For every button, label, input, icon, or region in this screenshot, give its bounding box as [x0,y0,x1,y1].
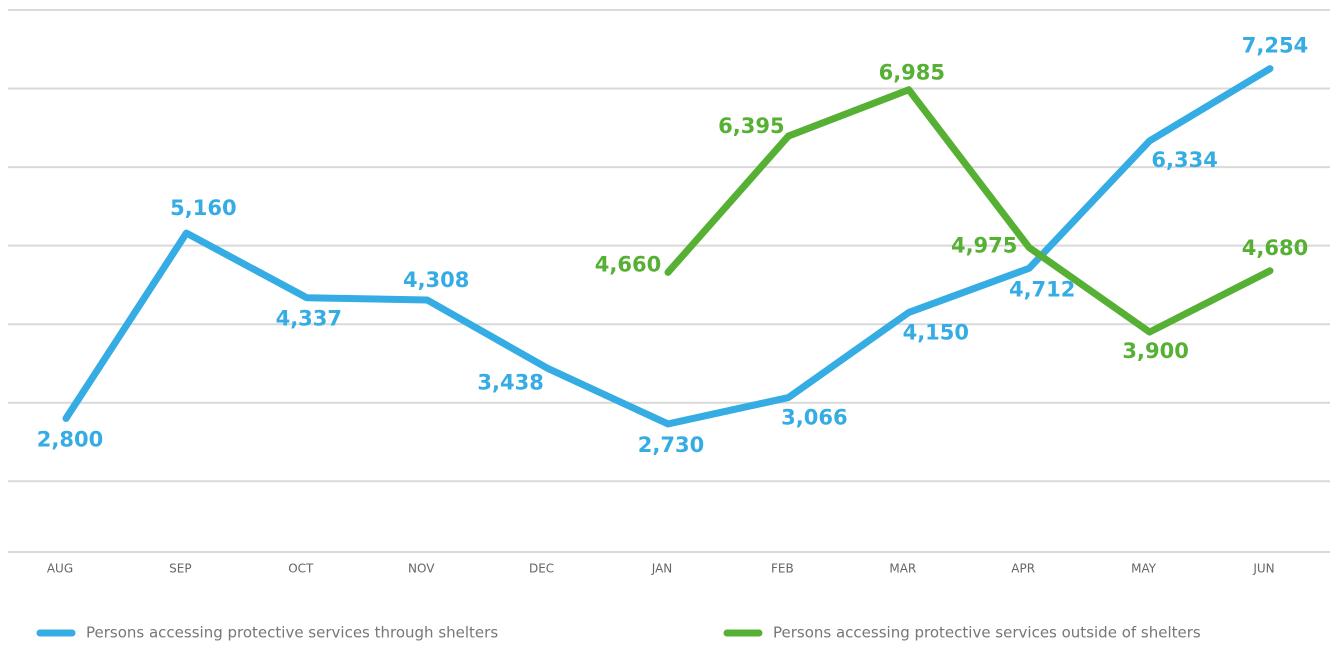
data-label: 6,985 [879,61,945,85]
data-label: 6,334 [1151,148,1217,172]
data-label: 2,730 [638,433,704,457]
data-label: 4,308 [403,268,469,292]
x-tick-label: FEB [771,562,794,576]
x-tick-label: DEC [529,562,554,576]
series-line [62,65,1274,428]
data-label: 7,254 [1242,34,1308,58]
x-tick-label: MAY [1131,562,1157,576]
data-label: 4,712 [1009,277,1075,301]
data-label: 2,800 [37,427,103,451]
data-label: 6,395 [718,114,784,138]
data-label: 4,660 [595,252,661,276]
x-tick-label: APR [1011,562,1035,576]
data-label: 4,975 [951,234,1017,258]
x-tick-label: JAN [651,562,673,576]
x-tick-label: MAR [889,562,916,576]
legend-label: Persons accessing protective services ou… [773,624,1201,642]
legend-label: Persons accessing protective services th… [86,624,498,642]
data-label: 4,680 [1242,236,1308,260]
x-tick-label: JUN [1252,562,1274,576]
x-tick-label: AUG [47,562,73,576]
data-label: 3,900 [1122,339,1188,363]
data-label: 3,438 [477,370,543,394]
series-line [664,86,1274,336]
data-label: 4,150 [903,320,969,344]
x-tick-label: NOV [408,562,435,576]
x-tick-label: SEP [169,562,191,576]
data-label: 3,066 [781,406,847,430]
data-label: 5,160 [170,196,236,220]
x-tick-label: OCT [288,562,314,576]
data-label: 4,337 [276,307,342,331]
